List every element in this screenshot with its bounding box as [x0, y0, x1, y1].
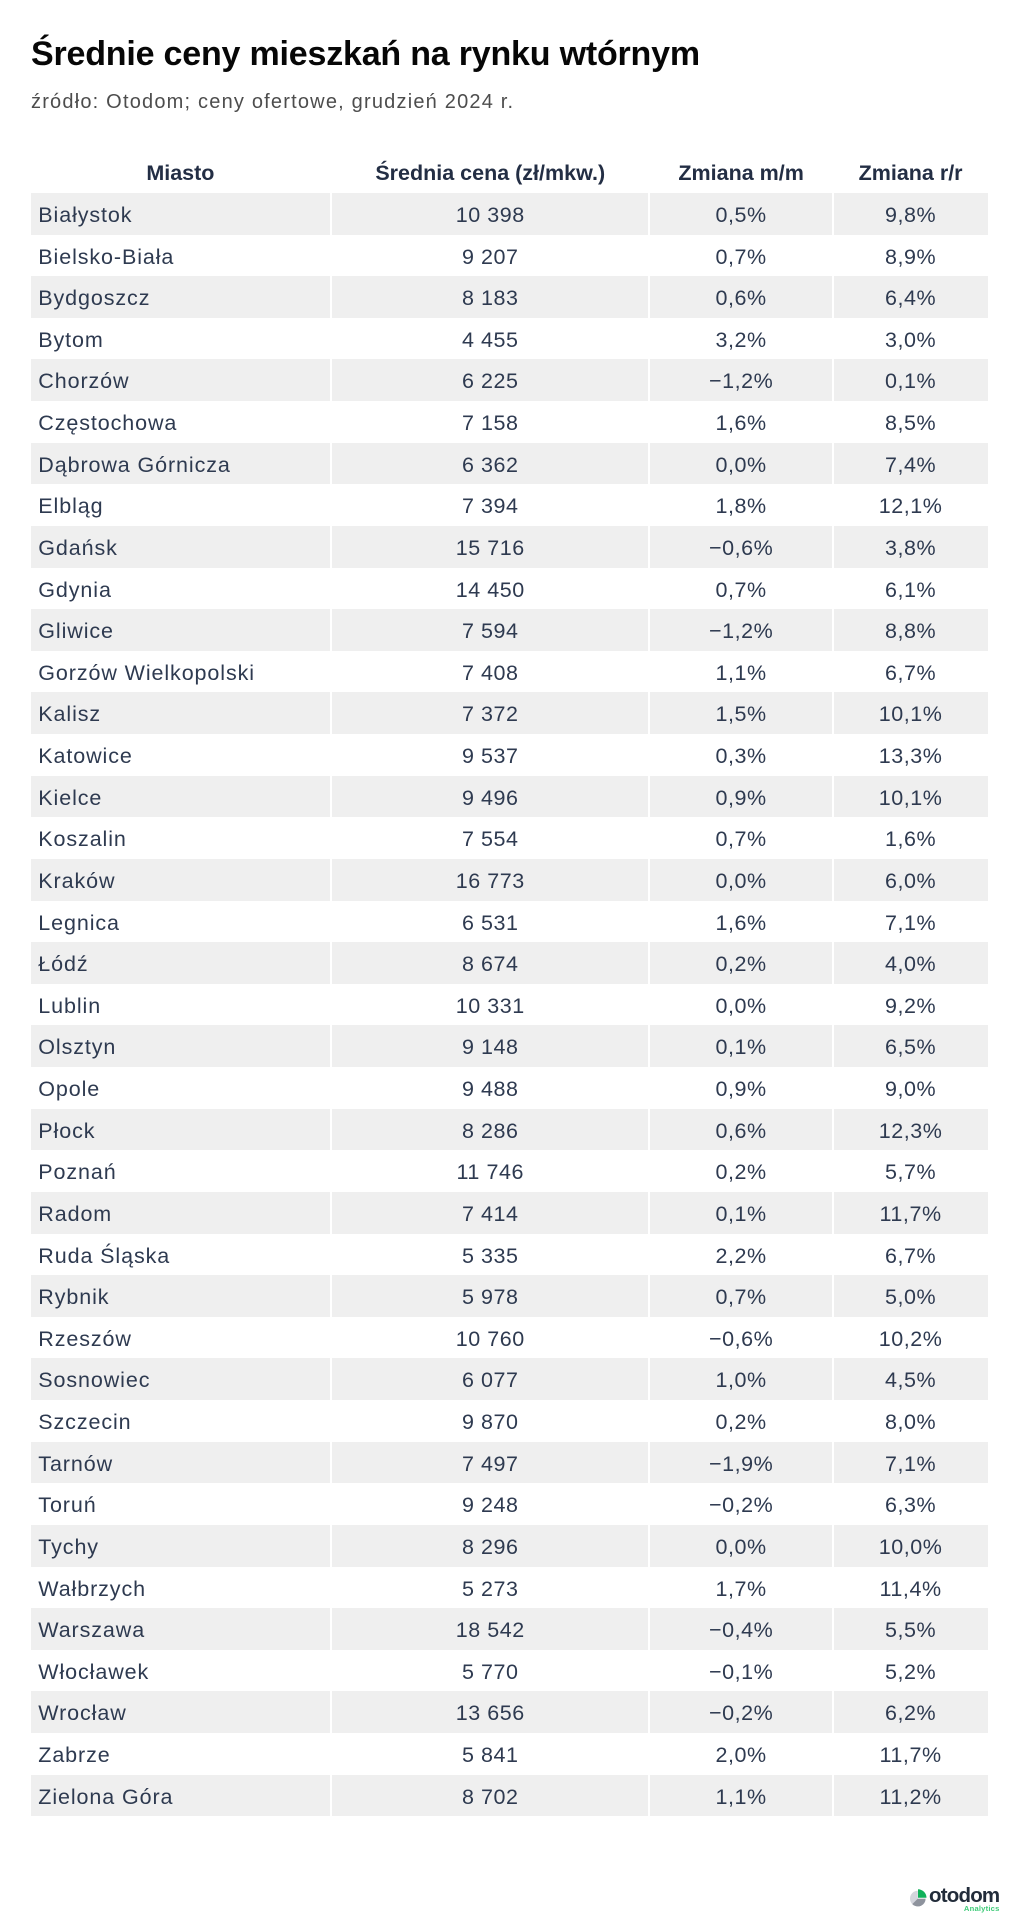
svg-text:otodom: otodom [929, 1884, 999, 1907]
svg-text:Analytics: Analytics [964, 1904, 1000, 1913]
